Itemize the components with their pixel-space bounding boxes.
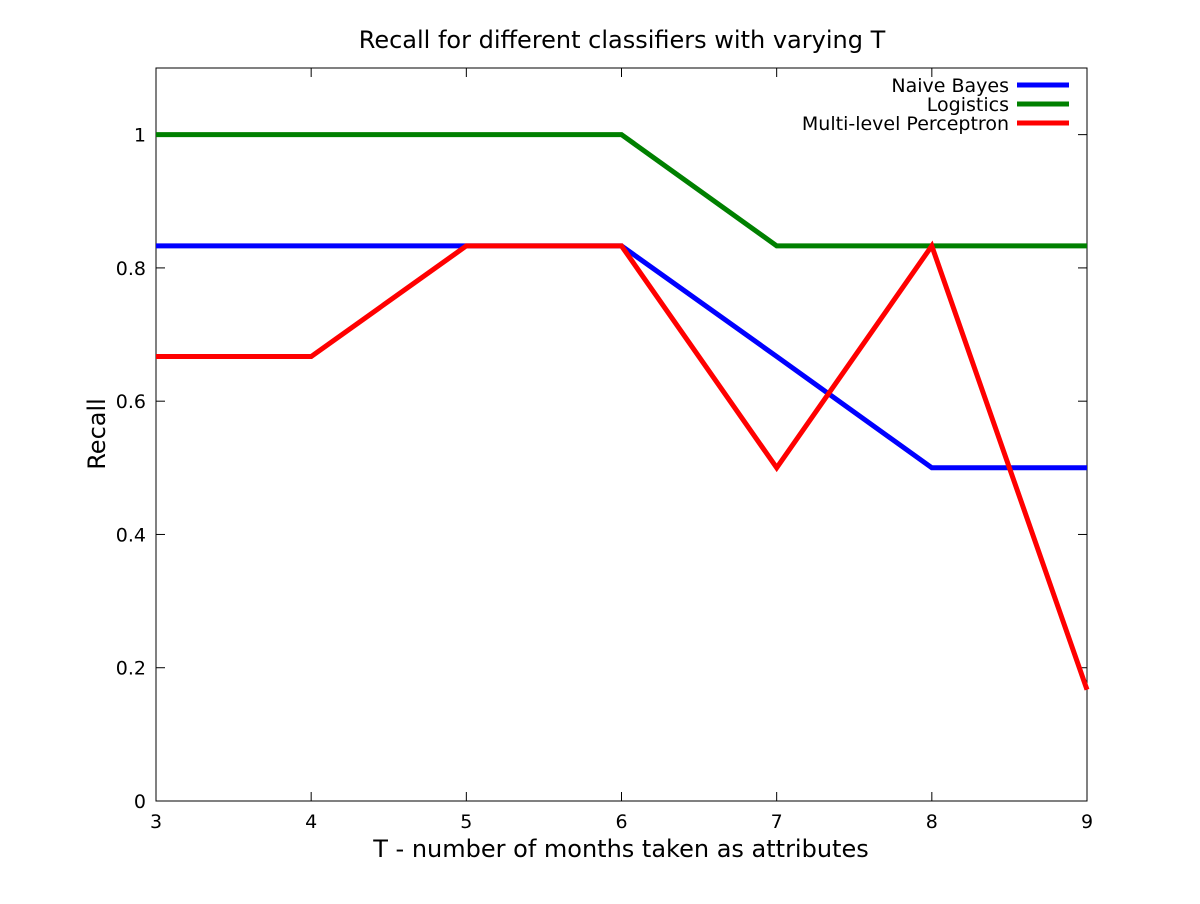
y-tick-label: 0	[134, 791, 146, 813]
y-tick-label: 0.6	[116, 391, 146, 413]
legend-label-logistics: Logistics	[927, 94, 1009, 116]
x-tick-label: 4	[305, 811, 317, 833]
x-tick-label: 8	[926, 811, 938, 833]
series-line-multi-level-perceptron	[156, 240, 1090, 691]
x-tick-label: 5	[460, 811, 472, 833]
y-axis-label: Recall	[83, 398, 111, 470]
x-tick-label: 9	[1081, 811, 1093, 833]
x-tick-label: 6	[615, 811, 627, 833]
plot-area-frame	[155, 67, 1088, 802]
series-line-logistics	[156, 132, 1087, 249]
legend-label-naive-bayes: Naive Bayes	[891, 75, 1009, 97]
y-tick-label: 0.2	[116, 658, 146, 680]
chart-title: Recall for different classifiers with va…	[359, 26, 886, 54]
y-tick-label: 1	[134, 125, 146, 147]
y-tick-label: 0.4	[116, 524, 146, 546]
x-axis-label: T - number of months taken as attributes	[372, 835, 868, 863]
x-tick-label: 3	[150, 811, 162, 833]
series-lines	[156, 132, 1090, 691]
axis-ticks: 3 4 5 6 7 8 9 0 0.2 0.4 0.6 0.8 1	[116, 68, 1093, 833]
legend-label-multi-level-perceptron: Multi-level Perceptron	[802, 113, 1009, 135]
y-tick-label: 0.8	[116, 258, 146, 280]
x-tick-label: 7	[771, 811, 783, 833]
